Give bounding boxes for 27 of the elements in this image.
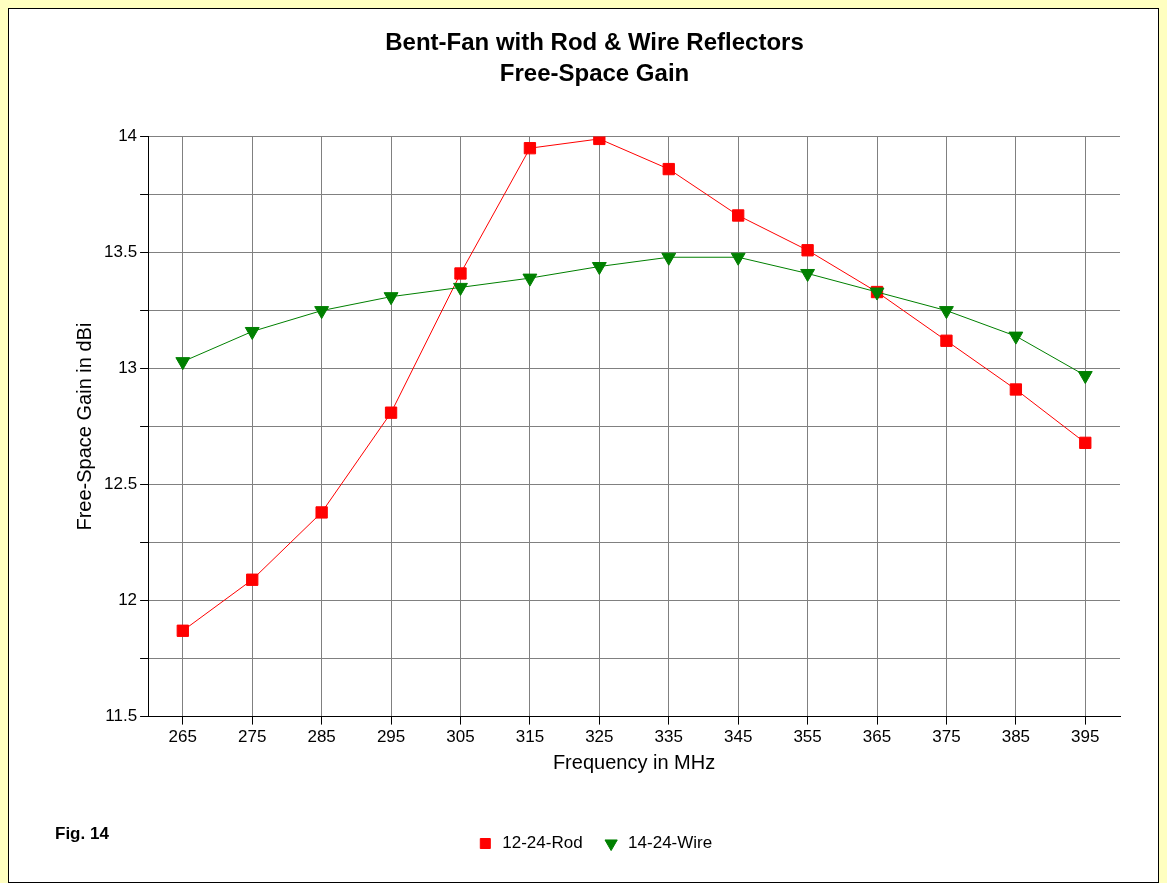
x-tick-label: 315: [515, 727, 545, 747]
x-tick-label: 275: [238, 727, 267, 747]
x-tick-label: 395: [1071, 727, 1100, 747]
y-tick-label: 13.5: [103, 242, 138, 262]
y-tick-label: 14: [118, 126, 138, 146]
x-tick-label: 325: [585, 727, 614, 747]
y-tick-label: 12: [118, 590, 138, 610]
x-tick-label: 345: [723, 727, 753, 747]
legend-label: 12-24-Rod: [502, 833, 583, 853]
chart-subtitle: Free-Space Gain: [499, 58, 690, 86]
y-tick-label: 12.5: [103, 474, 138, 494]
y-tick-label: 11.5: [105, 706, 138, 726]
x-tick-label: 265: [168, 727, 197, 747]
x-tick-label: 295: [376, 727, 406, 747]
x-tick-label: 285: [307, 727, 336, 747]
y-axis-title: Free-Space Gain in dBi: [72, 322, 95, 531]
y-tick-label: 13: [118, 358, 138, 378]
chart-title: Bent-Fan with Rod & Wire Reflectors: [385, 28, 804, 56]
x-tick-label: 385: [1001, 727, 1031, 747]
x-axis-title: Frequency in MHz: [552, 750, 716, 773]
x-tick-label: 375: [932, 727, 961, 747]
x-tick-label: 335: [654, 727, 683, 747]
x-tick-label: 355: [793, 727, 822, 747]
x-tick-label: 365: [862, 727, 892, 747]
x-tick-label: 305: [446, 727, 475, 747]
legend-label: 14-24-Wire: [628, 833, 713, 853]
caption: Fig. 14: [55, 823, 110, 843]
